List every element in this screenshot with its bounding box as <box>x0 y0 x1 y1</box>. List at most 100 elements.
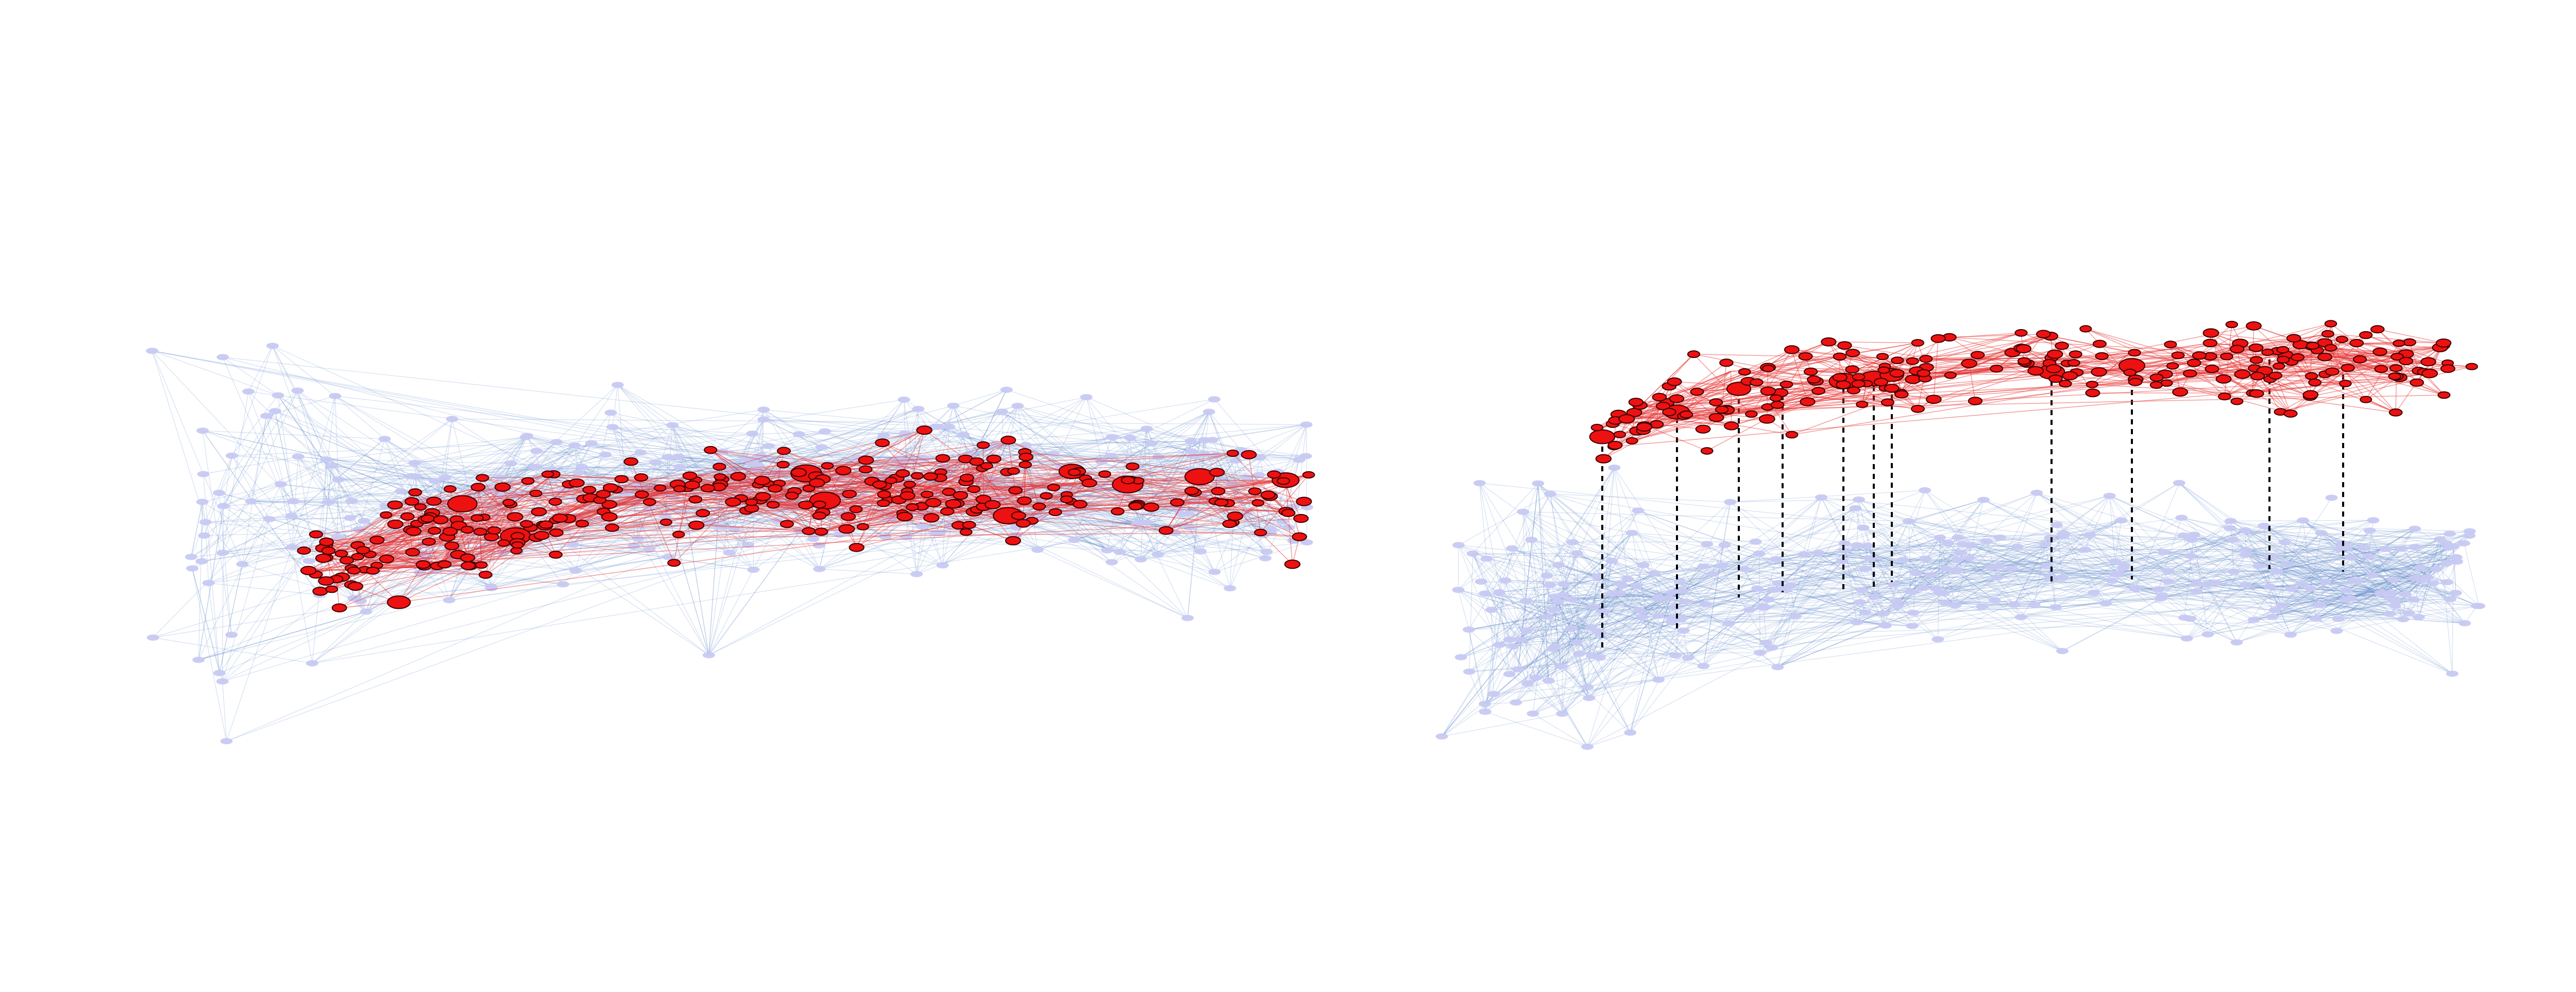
base-node <box>1859 566 1872 572</box>
base-edge <box>202 430 320 595</box>
base-edge <box>278 395 352 501</box>
base-node <box>1951 556 1964 563</box>
base-edge <box>1086 397 1179 509</box>
base-node <box>628 543 640 550</box>
base-edge <box>948 426 1028 518</box>
base-node <box>1517 508 1530 515</box>
base-edge <box>1068 439 1205 514</box>
base-node <box>2014 614 2027 621</box>
base-edge <box>226 547 293 742</box>
base-edge <box>269 519 425 559</box>
base-edge <box>730 485 735 529</box>
base-edge <box>1074 539 1158 555</box>
base-edge <box>546 493 626 531</box>
base-edge <box>734 526 922 530</box>
base-edge <box>763 419 822 448</box>
base-edge <box>1146 428 1299 460</box>
base-edge <box>1120 483 1263 536</box>
base-edge <box>2109 495 2116 562</box>
base-edge <box>452 418 579 500</box>
base-edge <box>222 681 227 742</box>
base-edge <box>201 506 224 562</box>
base-node <box>1616 582 1629 589</box>
base-edge <box>1074 513 1189 540</box>
overlay-node <box>910 472 924 480</box>
overlay-node <box>1121 476 1136 485</box>
base-node <box>1630 583 1643 589</box>
base-node <box>662 554 675 560</box>
base-edge <box>337 480 354 598</box>
base-node <box>242 388 255 395</box>
overlay-node <box>1040 492 1053 500</box>
base-edge <box>231 500 352 635</box>
overlay-node <box>986 454 1002 464</box>
base-edge <box>1027 517 1175 534</box>
base-edge <box>248 391 310 561</box>
base-edge <box>331 465 462 504</box>
base-edge <box>400 454 606 492</box>
base-edge <box>708 411 1210 656</box>
base-edge <box>201 399 1214 562</box>
base-node <box>291 387 304 394</box>
overlay-node <box>1005 536 1021 545</box>
overlay-node <box>319 537 334 546</box>
base-edge <box>916 535 1016 575</box>
base-node <box>2415 577 2428 584</box>
base-edge <box>449 486 507 601</box>
base-node <box>1605 558 1618 564</box>
base-edge <box>202 430 412 477</box>
base-edge <box>1151 443 1201 552</box>
base-node <box>220 738 233 744</box>
base-node <box>1479 700 1492 707</box>
base-edge <box>205 522 243 565</box>
base-edge <box>708 531 801 656</box>
base-node <box>1716 562 1729 569</box>
base-edge <box>1229 457 1261 589</box>
base-edge <box>918 408 922 514</box>
base-edge <box>222 519 270 682</box>
base-edge <box>612 385 618 427</box>
base-edge <box>1037 549 1188 619</box>
base-edge <box>758 434 964 466</box>
overlay-node <box>521 477 535 485</box>
base-edge <box>1017 405 1175 534</box>
overlay-node <box>1048 508 1062 517</box>
overlay-node <box>1277 477 1290 485</box>
base-edge <box>204 515 1006 536</box>
base-edge <box>1035 518 1230 589</box>
base-node <box>2227 537 2239 543</box>
overlay-node <box>916 425 933 435</box>
base-node <box>1768 587 1781 593</box>
base-edge <box>242 520 364 565</box>
base-edge <box>202 430 412 477</box>
base-edge <box>1119 441 1191 552</box>
overlay-node <box>601 512 618 522</box>
base-edge <box>351 418 453 501</box>
base-edge <box>906 461 1272 530</box>
base-edge <box>223 356 1278 472</box>
base-node <box>2295 580 2308 587</box>
base-edge <box>1040 485 1044 518</box>
base-edge <box>729 419 764 473</box>
base-edge <box>359 439 385 530</box>
overlay-node <box>331 603 347 612</box>
base-node <box>2239 527 2251 534</box>
base-node <box>2366 572 2379 578</box>
overlay-node <box>903 481 916 488</box>
base-edge <box>638 483 1273 494</box>
base-node <box>2344 595 2357 602</box>
base-edge <box>1002 411 1127 492</box>
base-edge <box>384 438 709 656</box>
base-edge <box>975 455 1111 479</box>
base-node <box>2265 553 2278 559</box>
base-edge <box>511 437 527 464</box>
base-edge <box>489 540 492 587</box>
base-edge <box>490 492 663 587</box>
base-node <box>2399 591 2412 597</box>
base-edge <box>556 441 669 557</box>
overlay-node <box>688 520 705 530</box>
base-edge <box>329 418 452 503</box>
base-edge <box>709 455 761 522</box>
base-edge <box>208 583 319 595</box>
base-node <box>1260 549 1273 555</box>
